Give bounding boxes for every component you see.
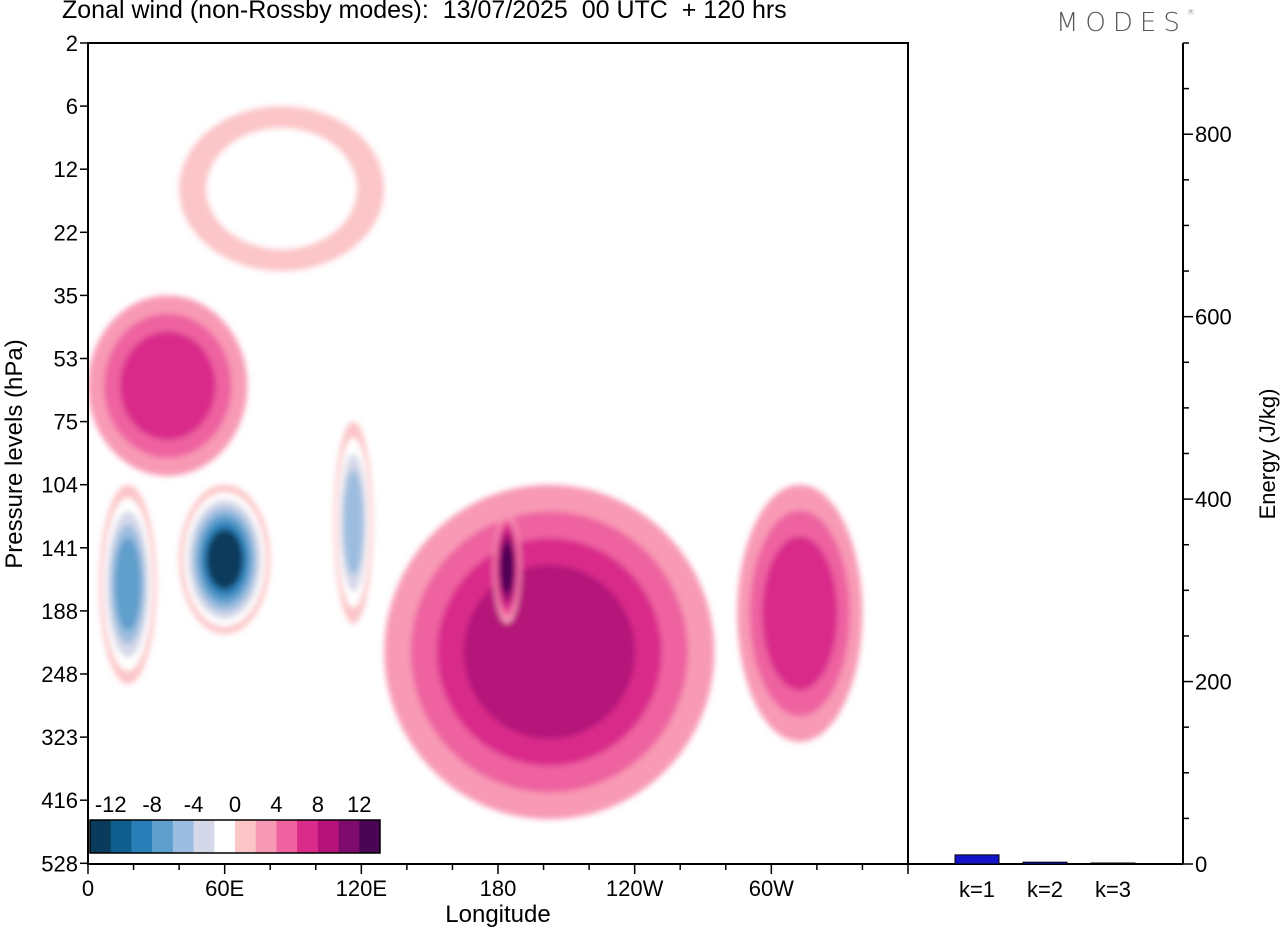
wind-region-westerly-central-pacific-max [501,543,513,592]
energy-tick-label: 800 [1195,122,1232,147]
modes-logo: MODES® [1056,8,1195,38]
y-tick-label: 416 [41,788,78,813]
energy-bar-label: k=3 [1095,877,1131,902]
y-tick-label: 104 [41,473,78,498]
colorbar-swatch [214,820,236,853]
energy-tick-label: 400 [1195,487,1232,512]
y-tick-label: 323 [41,725,78,750]
colorbar-swatch [338,820,360,853]
colorbar-swatch [297,820,319,853]
colorbar-label: -4 [184,792,204,817]
y-tick-label: 35 [54,283,78,308]
energy-bar-label: k=2 [1027,877,1063,902]
x-tick-label: 60E [205,876,244,901]
wind-region-easterly-maritime [343,470,364,576]
wind-region-westerly-east-pacific [762,536,838,691]
colorbar-label: -8 [142,792,162,817]
colorbar-label: -12 [95,792,127,817]
x-tick-label: 180 [480,876,517,901]
colorbar-swatch [110,820,132,853]
y-tick-label: 141 [41,536,78,561]
y-tick-label: 248 [41,662,78,687]
colorbar-frame [89,819,381,854]
energy-bar [954,854,1000,865]
energy-bar [1022,861,1068,865]
colorbar-label: 0 [229,792,241,817]
chart-title: Zonal wind (non-Rossby modes): 13/07/202… [62,0,787,24]
energy-tick-label: 0 [1195,852,1207,877]
energy-bar-label: k=1 [959,877,995,902]
colorbar-swatch [90,820,112,853]
energy-tick-label: 200 [1195,670,1232,695]
wind-field [88,106,863,820]
x-tick-label: 120E [336,876,387,901]
wind-region-easterly-upper-strat [206,128,357,250]
colorbar-label: 12 [347,792,371,817]
x-tick-label: 120W [606,876,664,901]
y-tick-label: 53 [54,347,78,372]
wind-region-strong-easterly-indian-ocean [206,529,243,590]
x-axis-label: Longitude [445,901,550,928]
x-tick-label: 0 [82,876,94,901]
y-tick-label: 188 [41,599,78,624]
y-tick-label: 6 [66,94,78,119]
wind-region-easterly-africa [114,537,142,631]
y-tick-label: 22 [54,220,78,245]
wind-region-westerly-lower-strat [119,331,216,440]
wind-region-westerly-pacific-core [463,565,636,739]
y-tick-label: 12 [54,157,78,182]
colorbar-swatch [276,820,298,853]
colorbar-swatch [131,820,153,853]
x-tick-label: 60W [749,876,794,901]
colorbar-swatch [359,820,381,853]
energy-panel [908,43,1183,864]
colorbar-swatch [152,820,174,853]
y-tick-label: 528 [41,851,78,876]
colorbar-swatch [317,820,340,853]
energy-tick-label: 600 [1195,305,1232,330]
colorbar-swatch [255,820,277,853]
energy-axis-label: Energy (J/kg) [1255,389,1280,520]
colorbar-swatch [172,820,195,853]
colorbar-label: 8 [312,792,324,817]
colorbar-swatch [193,820,215,853]
y-tick-label: 2 [66,31,78,56]
energy-bar [1090,862,1136,865]
y-axis-label: Pressure levels (hPa) [1,339,28,568]
y-tick-label: 75 [54,410,78,435]
colorbar-swatch [235,820,257,853]
colorbar-label: 4 [270,792,282,817]
